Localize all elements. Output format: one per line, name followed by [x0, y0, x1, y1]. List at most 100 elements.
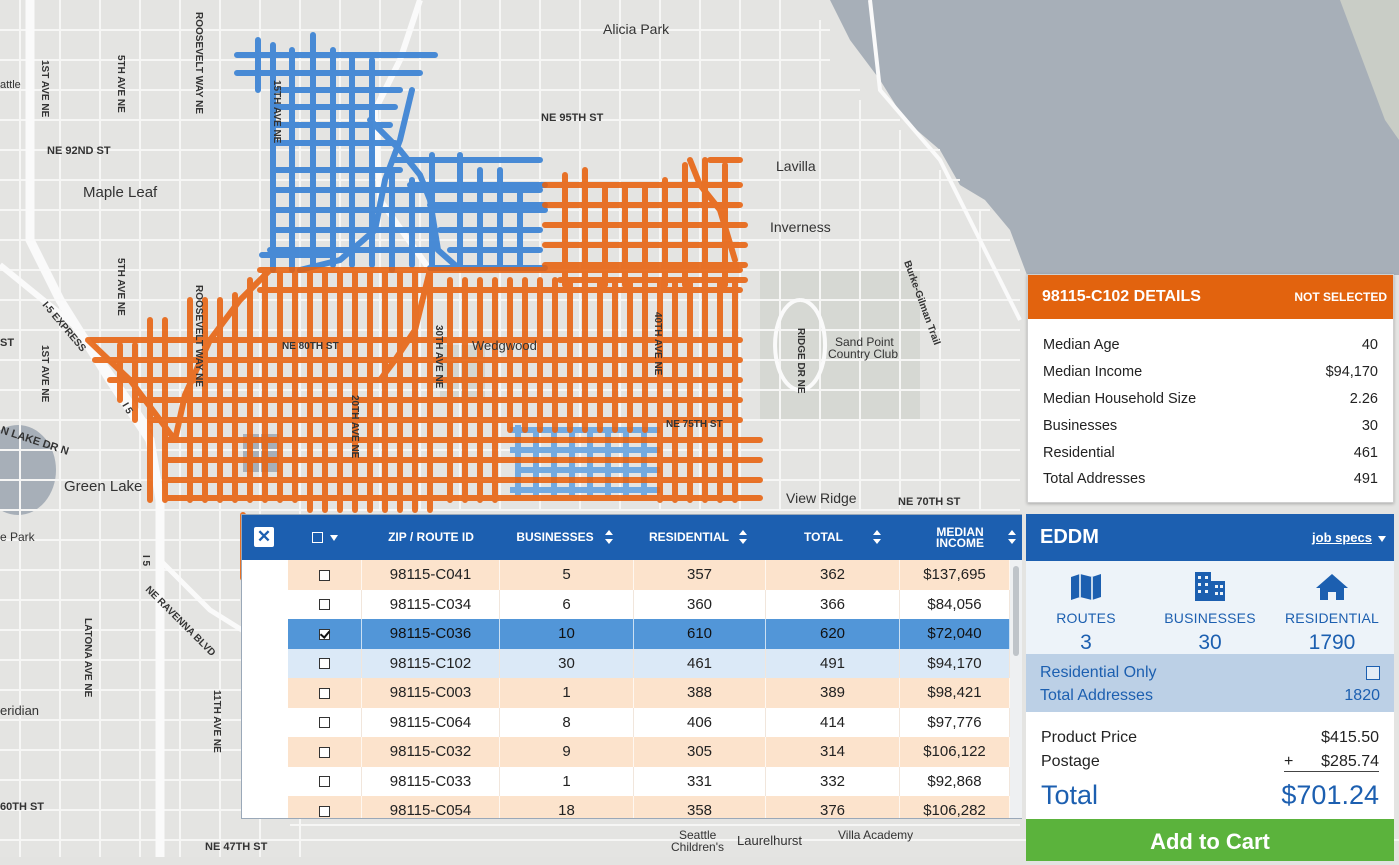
table-row[interactable]: 98115-C003 1 388 389 $98,421	[288, 678, 1010, 708]
add-to-cart-button[interactable]: Add to Cart	[1026, 819, 1394, 861]
detail-value: $94,170	[1325, 364, 1378, 381]
svg-text:Inverness: Inverness	[770, 219, 831, 235]
column-header-total[interactable]: TOTAL	[804, 530, 843, 544]
svg-text:1ST AVE NE: 1ST AVE NE	[39, 60, 50, 118]
cell-residential: 610	[634, 619, 766, 649]
row-checkbox-cell[interactable]	[288, 589, 362, 619]
table-row[interactable]: 98115-C036 10 610 620 $72,040	[288, 619, 1010, 649]
detail-label: Total Addresses	[1043, 471, 1146, 488]
svg-text:Sand Point: Sand Point	[835, 335, 894, 349]
detail-label: Median Household Size	[1043, 390, 1197, 407]
cell-total: 332	[766, 766, 900, 796]
column-header-residential[interactable]: RESIDENTIAL	[648, 530, 729, 544]
total-addresses-label: Total Addresses	[1040, 686, 1153, 704]
svg-text:I 5: I 5	[140, 555, 151, 567]
svg-text:1ST AVE NE: 1ST AVE NE	[39, 345, 50, 403]
detail-row: Median Age 40	[1043, 332, 1378, 359]
buildings-icon	[1195, 572, 1225, 601]
row-checkbox[interactable]	[319, 805, 330, 817]
select-all-checkbox[interactable]	[312, 532, 323, 543]
row-checkbox[interactable]	[319, 717, 330, 729]
row-checkbox-cell[interactable]	[288, 560, 362, 590]
cell-businesses: 30	[500, 648, 634, 678]
sort-icon[interactable]	[873, 530, 881, 546]
svg-text:5TH AVE NE: 5TH AVE NE	[115, 258, 126, 316]
svg-text:40TH AVE NE: 40TH AVE NE	[652, 312, 663, 376]
column-header-route-id[interactable]: ZIP / ROUTE ID	[388, 530, 474, 544]
table-row[interactable]: 98115-C034 6 360 366 $84,056	[288, 589, 1010, 619]
total-value: $701.24	[1281, 779, 1379, 810]
cell-id: 98115-C054	[362, 796, 500, 818]
table-row[interactable]: 98115-C033 1 331 332 $92,868	[288, 766, 1010, 796]
row-checkbox-cell[interactable]	[288, 648, 362, 678]
table-row[interactable]: 98115-C032 9 305 314 $106,122	[288, 737, 1010, 767]
svg-text:Seattle: Seattle	[679, 828, 717, 842]
detail-value: 30	[1361, 417, 1378, 434]
row-checkbox-cell[interactable]	[288, 737, 362, 767]
stat-residential: RESIDENTIAL 1790	[1272, 561, 1392, 655]
select-all-header[interactable]	[288, 515, 362, 560]
cell-total: 414	[766, 707, 900, 737]
cell-income: $106,122	[900, 737, 1010, 767]
svg-text:Laurelhurst: Laurelhurst	[737, 833, 802, 848]
postage-value: $285.74	[1321, 752, 1379, 770]
residential-only-label: Residential Only	[1040, 663, 1157, 681]
svg-text:Wedgwood: Wedgwood	[472, 338, 537, 353]
table-row[interactable]: 98115-C054 18 358 376 $106,282	[288, 796, 1010, 818]
row-checkbox[interactable]	[319, 687, 330, 699]
routes-table-panel: ✕ ZIP / ROUTE ID BUSINESSES RESIDENTIAL …	[241, 514, 1022, 819]
row-checkbox-cell[interactable]	[288, 678, 362, 708]
details-header: 98115-C102 DETAILS NOT SELECTED	[1028, 275, 1393, 319]
chevron-down-icon[interactable]	[330, 534, 338, 541]
row-checkbox[interactable]	[319, 569, 330, 581]
close-table-button[interactable]: ✕	[254, 527, 274, 547]
residential-only-checkbox[interactable]	[1366, 665, 1380, 680]
close-column: ✕	[242, 515, 288, 560]
detail-row: Residential 461	[1043, 439, 1378, 466]
svg-text:attle: attle	[0, 79, 21, 91]
svg-text:LATONA AVE NE: LATONA AVE NE	[82, 618, 93, 698]
column-header-median-income[interactable]: MEDIAN INCOME	[936, 524, 984, 550]
row-checkbox-cell[interactable]	[288, 707, 362, 737]
sort-icon[interactable]	[605, 530, 613, 546]
scrollbar-thumb[interactable]	[1013, 566, 1019, 656]
row-checkbox-cell[interactable]	[288, 619, 362, 649]
detail-row: Median Household Size 2.26	[1043, 386, 1378, 413]
row-checkbox[interactable]	[319, 599, 330, 611]
table-row[interactable]: 98115-C064 8 406 414 $97,776	[288, 707, 1010, 737]
table-row[interactable]: 98115-C041 5 357 362 $137,695	[288, 560, 1010, 590]
svg-text:11TH AVE NE: 11TH AVE NE	[211, 690, 222, 753]
cell-businesses: 18	[500, 796, 634, 818]
cell-income: $106,282	[900, 796, 1010, 818]
stat-value: 30	[1198, 631, 1222, 654]
total-addresses-value: 1820	[1344, 686, 1380, 704]
cell-businesses: 8	[500, 707, 634, 737]
row-checkbox-cell[interactable]	[288, 796, 362, 818]
cell-id: 98115-C034	[362, 589, 500, 619]
cell-businesses: 10	[500, 619, 634, 649]
column-header-businesses[interactable]: BUSINESSES	[516, 530, 594, 544]
row-checkbox[interactable]	[319, 628, 330, 640]
svg-text:ROOSEVELT WAY NE: ROOSEVELT WAY NE	[193, 285, 204, 387]
sort-icon[interactable]	[739, 530, 747, 546]
svg-text:RIDGE DR NE: RIDGE DR NE	[795, 328, 806, 394]
job-specs-dropdown[interactable]: job specs	[1312, 530, 1386, 545]
cell-residential: 406	[634, 707, 766, 737]
svg-text:NE 80TH ST: NE 80TH ST	[282, 341, 339, 352]
sort-icon[interactable]	[1008, 530, 1016, 546]
svg-text:Maple Leaf: Maple Leaf	[83, 184, 158, 201]
row-checkbox[interactable]	[319, 658, 330, 670]
row-checkbox[interactable]	[319, 776, 330, 788]
stat-routes: ROUTES 3	[1026, 561, 1146, 655]
product-price-label: Product Price	[1041, 729, 1138, 746]
table-scrollbar[interactable]	[1010, 560, 1022, 818]
details-rows: Median Age 40 Median Income $94,170 Median H…	[1028, 319, 1393, 493]
row-checkbox-cell[interactable]	[288, 766, 362, 796]
svg-text:NE 95TH ST: NE 95TH ST	[541, 112, 604, 124]
stat-value: 1790	[1308, 631, 1356, 654]
table-row[interactable]: 98115-C102 30 461 491 $94,170	[288, 648, 1010, 678]
eddm-stats: ROUTES 3 BUSINESSES 30 RESIDENTIAL 1790	[1026, 561, 1394, 654]
svg-text:ROOSEVELT WAY NE: ROOSEVELT WAY NE	[193, 12, 204, 114]
cell-businesses: 6	[500, 589, 634, 619]
row-checkbox[interactable]	[319, 746, 330, 758]
